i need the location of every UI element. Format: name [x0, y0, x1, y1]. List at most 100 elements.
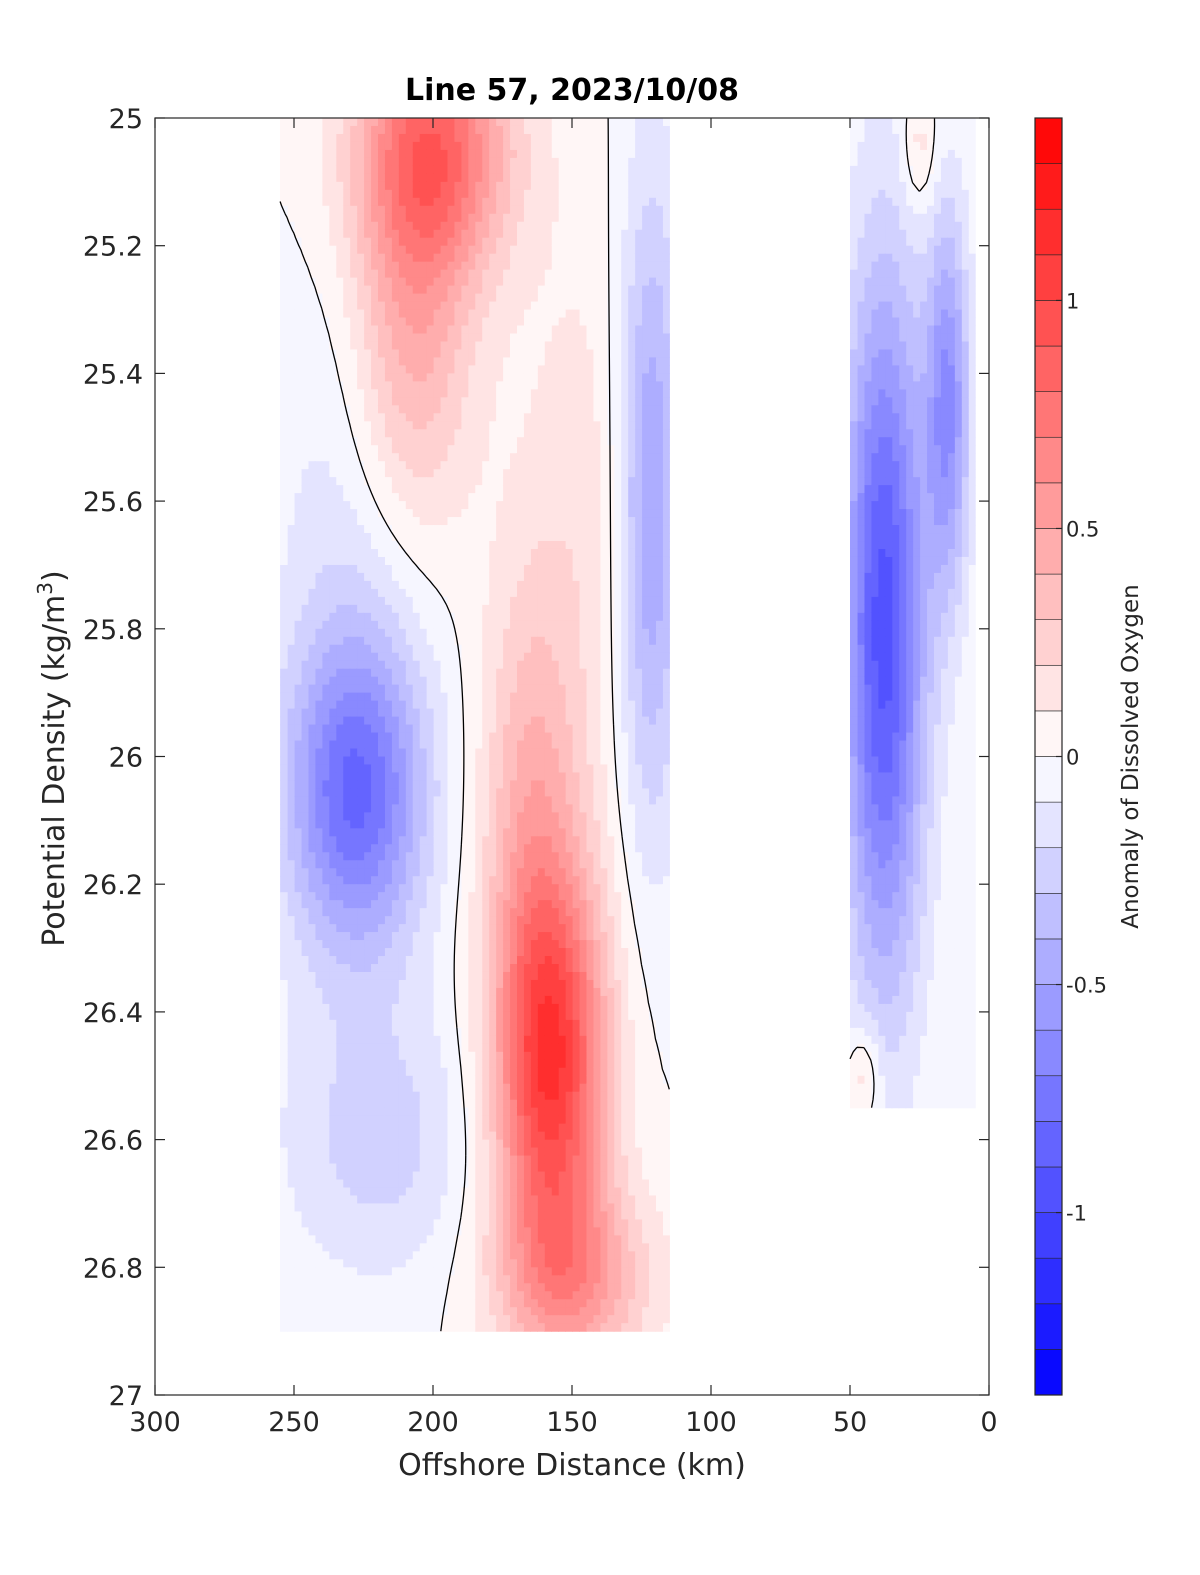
contour-cell	[453, 596, 462, 606]
contour-cell	[467, 453, 476, 462]
contour-cell	[905, 365, 914, 374]
contour-cell	[544, 636, 552, 646]
contour-cell	[877, 277, 886, 287]
contour-cell	[502, 572, 511, 582]
contour-cell	[280, 453, 288, 462]
contour-cell	[342, 325, 351, 335]
contour-cell	[572, 580, 580, 590]
contour-cell	[300, 349, 309, 359]
contour-cell	[363, 501, 372, 510]
contour-cell	[453, 341, 462, 351]
contour-cell	[321, 253, 330, 263]
contour-cell	[300, 636, 309, 646]
contour-cell	[363, 197, 372, 207]
contour-cell	[891, 133, 900, 143]
contour-cell	[530, 325, 538, 335]
contour-cell	[655, 389, 663, 398]
contour-cell	[398, 580, 406, 590]
contour-cell	[954, 285, 962, 295]
contour-cell	[446, 469, 455, 478]
contour-cell	[884, 133, 893, 143]
contour-cell	[870, 533, 879, 542]
contour-cell	[662, 181, 670, 191]
contour-cell	[488, 365, 497, 374]
contour-cell	[335, 612, 344, 622]
contour-cell	[877, 381, 886, 390]
contour-cell	[370, 429, 378, 438]
contour-cell	[898, 525, 907, 534]
contour-cell	[509, 349, 517, 359]
contour-cell	[328, 517, 337, 526]
contour-cell	[954, 149, 962, 159]
contour-cell	[321, 165, 330, 175]
contour-cell	[426, 261, 434, 271]
contour-cell	[516, 525, 524, 534]
contour-cell	[585, 365, 594, 374]
contour-cell	[863, 437, 872, 446]
contour-cell	[572, 405, 580, 414]
contour-cell	[439, 341, 448, 351]
contour-cell	[641, 405, 650, 414]
contour-cell	[947, 389, 955, 398]
contour-cell	[523, 325, 531, 335]
contour-cell	[877, 429, 886, 438]
contour-cell	[495, 189, 504, 199]
contour-cell	[516, 405, 524, 414]
contour-cell	[884, 205, 893, 215]
contour-cell	[300, 261, 309, 271]
contour-cell	[412, 405, 420, 414]
contour-cell	[349, 253, 358, 263]
contour-cell	[572, 245, 580, 255]
contour-cell	[961, 221, 969, 231]
contour-cell	[947, 612, 955, 622]
contour-cell	[870, 373, 879, 382]
contour-cell	[856, 118, 865, 127]
contour-cell	[655, 277, 663, 287]
contour-cell	[328, 237, 337, 247]
contour-cell	[933, 333, 941, 343]
contour-cell	[467, 118, 476, 127]
contour-cell	[863, 453, 872, 462]
contour-cell	[905, 293, 914, 303]
contour-cell	[412, 197, 420, 207]
contour-cell	[620, 181, 629, 191]
contour-cell	[314, 389, 323, 398]
contour-cell	[662, 572, 670, 582]
contour-cell	[544, 325, 552, 335]
contour-cell	[551, 620, 559, 630]
contour-cell	[300, 485, 309, 494]
contour-cell	[328, 636, 337, 646]
contour-cell	[328, 397, 337, 406]
contour-cell	[558, 525, 566, 534]
contour-cell	[648, 612, 656, 622]
contour-cell	[919, 373, 928, 382]
contour-cell	[426, 237, 434, 247]
contour-cell	[439, 580, 448, 590]
contour-cell	[342, 548, 351, 558]
contour-cell	[321, 501, 330, 510]
contour-cell	[968, 437, 976, 446]
contour-cell	[565, 133, 573, 143]
contour-cell	[850, 133, 858, 143]
contour-cell	[300, 325, 309, 335]
contour-cell	[620, 261, 629, 271]
contour-cell	[426, 285, 434, 295]
contour-cell	[572, 357, 580, 367]
contour-cell	[474, 285, 483, 295]
contour-cell	[439, 485, 448, 494]
contour-cell	[412, 501, 420, 510]
contour-cell	[280, 125, 288, 135]
contour-cell	[356, 389, 365, 398]
contour-cell	[544, 365, 552, 374]
contour-cell	[947, 628, 955, 638]
contour-cell	[453, 389, 462, 398]
contour-cell	[599, 261, 608, 271]
contour-cell	[592, 285, 601, 295]
contour-cell	[863, 580, 872, 590]
contour-cell	[850, 341, 858, 351]
contour-cell	[370, 221, 378, 231]
contour-cell	[509, 285, 517, 295]
contour-cell	[363, 181, 372, 191]
contour-cell	[300, 517, 309, 526]
contour-cell	[474, 301, 483, 311]
